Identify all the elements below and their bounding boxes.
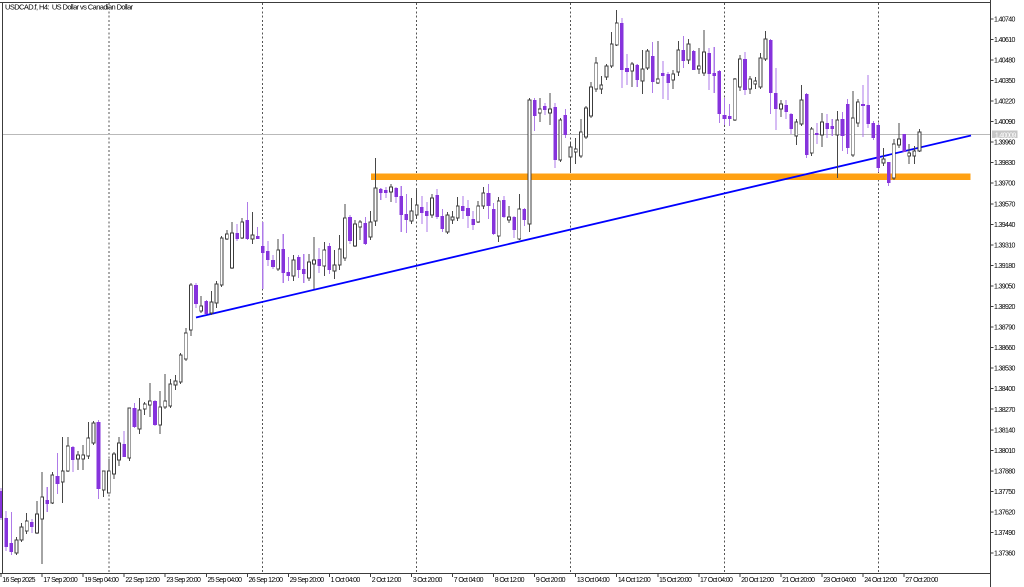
svg-text:1.38140: 1.38140 bbox=[994, 427, 1016, 434]
svg-text:3 Oct 20:00: 3 Oct 20:00 bbox=[413, 577, 443, 584]
svg-text:1.38920: 1.38920 bbox=[994, 304, 1016, 311]
svg-text:1.40090: 1.40090 bbox=[994, 119, 1016, 126]
svg-text:1.38660: 1.38660 bbox=[994, 345, 1016, 352]
svg-text:8 Oct 12:00: 8 Oct 12:00 bbox=[495, 577, 525, 584]
svg-text:1.39960: 1.39960 bbox=[994, 140, 1016, 147]
svg-text:29 Sep 20:00: 29 Sep 20:00 bbox=[290, 577, 325, 584]
svg-text:1 Oct 04:00: 1 Oct 04:00 bbox=[331, 577, 361, 584]
svg-text:7 Oct 04:00: 7 Oct 04:00 bbox=[454, 577, 484, 584]
svg-text:1.37620: 1.37620 bbox=[994, 510, 1016, 517]
svg-text:23 Oct 04:00: 23 Oct 04:00 bbox=[823, 577, 856, 584]
svg-text:1.39050: 1.39050 bbox=[994, 284, 1016, 291]
svg-text:27 Oct 20:00: 27 Oct 20:00 bbox=[905, 577, 938, 584]
svg-text:1.39310: 1.39310 bbox=[994, 242, 1016, 249]
svg-text:23 Sep 20:00: 23 Sep 20:00 bbox=[166, 577, 201, 584]
svg-text:1.37360: 1.37360 bbox=[994, 551, 1016, 558]
svg-text:2 Oct 12:00: 2 Oct 12:00 bbox=[372, 577, 402, 584]
svg-text:USDCAD.f, H4: US Dollar vs Ca: USDCAD.f, H4: US Dollar vs Canadian Doll… bbox=[5, 3, 134, 12]
svg-text:1.39570: 1.39570 bbox=[994, 201, 1016, 208]
svg-text:17 Sep 20:00: 17 Sep 20:00 bbox=[43, 577, 78, 584]
svg-text:1.37490: 1.37490 bbox=[994, 530, 1016, 537]
svg-text:26 Sep 12:00: 26 Sep 12:00 bbox=[249, 577, 284, 584]
svg-text:1.39180: 1.39180 bbox=[994, 263, 1016, 270]
svg-text:13 Oct 04:00: 13 Oct 04:00 bbox=[577, 577, 610, 584]
svg-text:1.40220: 1.40220 bbox=[994, 99, 1016, 106]
svg-text:20 Oct 12:00: 20 Oct 12:00 bbox=[741, 577, 774, 584]
svg-text:1.38400: 1.38400 bbox=[994, 386, 1016, 393]
svg-text:1.40610: 1.40610 bbox=[994, 37, 1016, 44]
svg-text:17 Oct 04:00: 17 Oct 04:00 bbox=[700, 577, 733, 584]
svg-text:1.40480: 1.40480 bbox=[994, 57, 1016, 64]
svg-text:1.40350: 1.40350 bbox=[994, 78, 1016, 85]
svg-text:1.39700: 1.39700 bbox=[994, 181, 1016, 188]
svg-text:1.37880: 1.37880 bbox=[994, 468, 1016, 475]
svg-text:16 Sep 2025: 16 Sep 2025 bbox=[2, 577, 35, 584]
svg-text:22 Sep 12:00: 22 Sep 12:00 bbox=[125, 577, 160, 584]
svg-text:19 Sep 04:00: 19 Sep 04:00 bbox=[84, 577, 119, 584]
svg-text:1.38010: 1.38010 bbox=[994, 448, 1016, 455]
svg-text:1.38270: 1.38270 bbox=[994, 407, 1016, 414]
svg-text:15 Oct 20:00: 15 Oct 20:00 bbox=[659, 577, 692, 584]
svg-text:24 Oct 12:00: 24 Oct 12:00 bbox=[864, 577, 897, 584]
svg-text:1.37750: 1.37750 bbox=[994, 489, 1016, 496]
svg-text:1.38530: 1.38530 bbox=[994, 366, 1016, 373]
svg-text:1.40740: 1.40740 bbox=[994, 16, 1016, 23]
svg-text:21 Oct 20:00: 21 Oct 20:00 bbox=[782, 577, 815, 584]
svg-text:1.39440: 1.39440 bbox=[994, 222, 1016, 229]
svg-text:14 Oct 12:00: 14 Oct 12:00 bbox=[618, 577, 651, 584]
svg-text:9 Oct 20:00: 9 Oct 20:00 bbox=[536, 577, 566, 584]
svg-text:1.38790: 1.38790 bbox=[994, 325, 1016, 332]
svg-text:25 Sep 04:00: 25 Sep 04:00 bbox=[208, 577, 243, 584]
svg-text:1.40009: 1.40009 bbox=[995, 132, 1017, 139]
svg-text:1.39830: 1.39830 bbox=[994, 160, 1016, 167]
